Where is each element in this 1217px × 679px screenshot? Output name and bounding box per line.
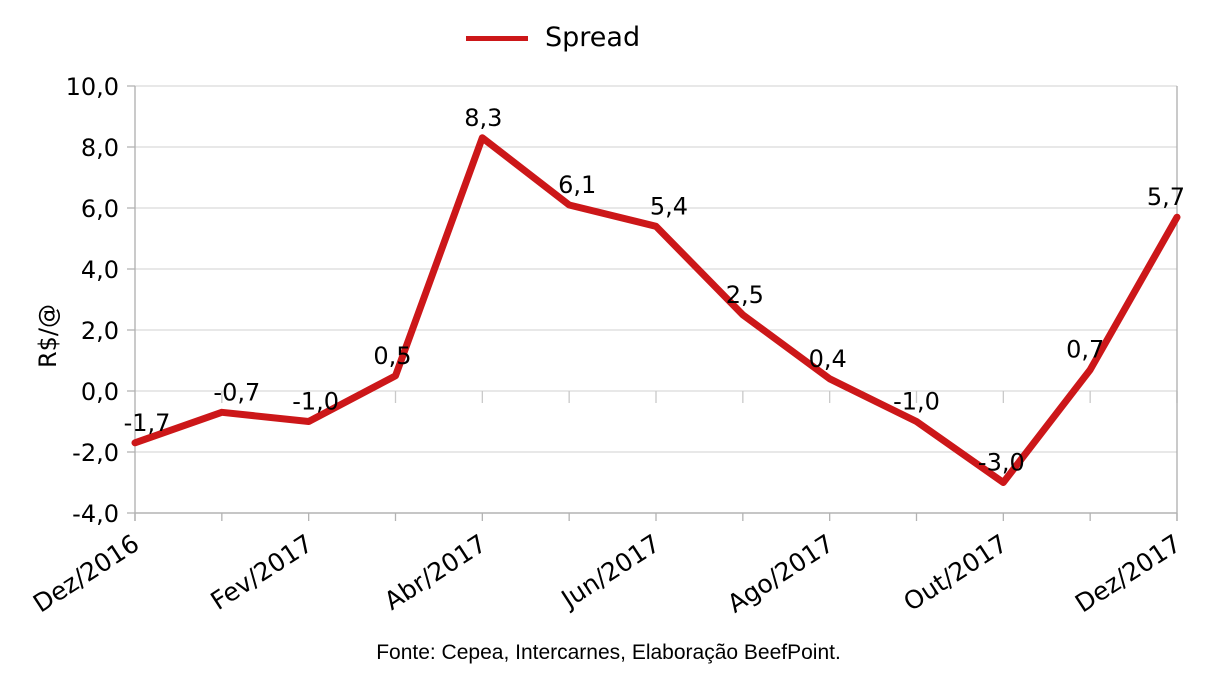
data-label: 5,7 xyxy=(1147,183,1185,211)
y-tick-label: 2,0 xyxy=(81,317,119,345)
data-label: 0,7 xyxy=(1066,336,1104,364)
y-tick-label: -2,0 xyxy=(72,439,119,467)
y-tick-label: -4,0 xyxy=(72,500,119,528)
spread-series-line xyxy=(131,134,1181,486)
data-label: -1,0 xyxy=(893,388,940,416)
x-tick-label: Out/2017 xyxy=(898,529,1012,617)
legend-line-icon xyxy=(466,35,528,41)
data-label: 2,5 xyxy=(726,281,764,309)
y-axis-title: R$/@ xyxy=(34,304,62,368)
data-label: 5,4 xyxy=(650,192,688,220)
chart-legend: Spread xyxy=(466,20,640,56)
x-tick-label: Fev/2017 xyxy=(205,529,317,616)
data-label: 0,5 xyxy=(373,342,411,370)
y-tick-label: 8,0 xyxy=(81,134,119,162)
x-tick-label: Jun/2017 xyxy=(555,529,666,615)
data-label: 8,3 xyxy=(464,104,502,132)
data-label: -1,7 xyxy=(124,409,171,437)
x-tick-label: Dez/2016 xyxy=(28,529,144,619)
data-label: 0,4 xyxy=(809,345,847,373)
legend-series-label: Spread xyxy=(545,22,641,53)
x-tick-label: Abr/2017 xyxy=(379,529,491,616)
y-tick-label: 10,0 xyxy=(66,73,119,101)
x-tick-label: Ago/2017 xyxy=(722,529,839,619)
y-tick-label: 6,0 xyxy=(81,195,119,223)
x-tick-label: Dez/2017 xyxy=(1070,529,1186,619)
y-tick-label: 0,0 xyxy=(81,378,119,406)
y-tick-label: 4,0 xyxy=(81,256,119,284)
data-label: -1,0 xyxy=(292,388,339,416)
source-caption: Fonte: Cepea, Intercarnes, Elaboração Be… xyxy=(376,641,841,664)
data-label: -0,7 xyxy=(213,378,260,406)
data-label: 6,1 xyxy=(558,171,596,199)
data-label: -3,0 xyxy=(978,449,1025,477)
